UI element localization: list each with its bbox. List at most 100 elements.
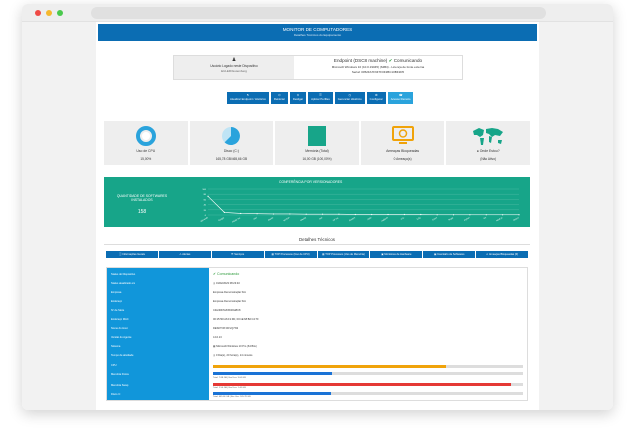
detail-value: DESKTOP-R1VQ7N3 bbox=[213, 327, 239, 330]
tab-software-inventory-label: Inventário de Softwares bbox=[437, 253, 465, 256]
detail-key: Versão do Agente bbox=[111, 336, 132, 339]
detail-value: 00:15:5D:A6:F1:9D, 00:1E:68:B2:C4:7F bbox=[213, 318, 259, 321]
tab-top-memory-label: TOP Processos (Uso de Memória) bbox=[325, 253, 365, 256]
chart-series-line bbox=[207, 196, 519, 216]
minimize-window-button[interactable] bbox=[46, 10, 52, 16]
history-button-label: Gerenciar Histórico bbox=[337, 97, 362, 101]
disk-tile-value: 165,78 GB/465,66 GB bbox=[215, 157, 248, 161]
tab-software-inventory[interactable]: ▣ Inventário de Softwares bbox=[423, 251, 476, 258]
usage-bar: 75% bbox=[213, 364, 523, 368]
memory-tile: Memória (Total) 16,00 GB (100,00%) bbox=[275, 121, 359, 165]
details-heading: Detalhes Técnicos bbox=[104, 237, 530, 245]
usage-bar-percent: 96% bbox=[358, 382, 363, 384]
page-title: MONITOR DE COMPUTADORES bbox=[282, 27, 353, 32]
detail-key: Empresa bbox=[111, 291, 122, 294]
device-name-line: Endpoint (DSC8 machine) ✔ Comunicando bbox=[294, 58, 462, 64]
restart-button[interactable]: ⏻ Reiniciar bbox=[270, 92, 288, 104]
usage-bar: 96% bbox=[213, 382, 523, 386]
usage-caption: Total: 465.66 GB | Em Uso: 165.78 GB bbox=[213, 396, 251, 398]
info-icon: ⓘ bbox=[118, 253, 122, 256]
detail-row: Nº de Série C4H3DNV2NW30H8C8 bbox=[107, 307, 527, 316]
browser-toolbar bbox=[22, 4, 613, 22]
content-area: MONITOR DE COMPUTADORES Detalhes Técnico… bbox=[96, 22, 539, 410]
tab-top-memory[interactable]: ▦ TOP Processos (Uso de Memória) bbox=[317, 251, 370, 258]
status-value: Comunicando bbox=[217, 272, 240, 276]
history-button[interactable]: ◷ Gerenciar Histórico bbox=[334, 92, 365, 104]
summary-tiles: Uso de CPU 15,00% Disco (C:) 165,78 GB/4… bbox=[104, 121, 530, 165]
refresh-button[interactable]: ↻ Atualizar Endpoint / Histórico bbox=[227, 92, 269, 104]
details-key-column bbox=[107, 268, 209, 400]
tab-general-info-label: Informações Gerais bbox=[122, 253, 145, 256]
usage-caption: Total: 7.88 GB | Em Uso: 3.04 GB bbox=[213, 377, 246, 379]
detail-key: Status do Dispositivo bbox=[111, 273, 136, 276]
memory-icon: ▦ bbox=[322, 253, 325, 256]
usage-caption: Total: 1.50 GB | Em Uso: 1.44 GB bbox=[213, 387, 246, 389]
software-count-value: 158 bbox=[137, 209, 147, 215]
detail-row: Sistema ▦ Microsoft Windows 10 Pro (64 B… bbox=[107, 343, 527, 352]
device-card: ♟ Usuário Logado neste Dispositivo EULER… bbox=[173, 55, 463, 80]
action-toolbar: ↻ Atualizar Endpoint / Histórico ⏻ Reini… bbox=[227, 92, 414, 104]
apply-profiles-button[interactable]: ☰ Aplicar Perfiles bbox=[308, 92, 333, 104]
tab-top-cpu[interactable]: ▦ TOP Processos (Uso de CPU) bbox=[264, 251, 317, 258]
history-icon: ◷ bbox=[348, 93, 351, 97]
refresh-icon: ↻ bbox=[246, 93, 250, 97]
usage-bar-percent: 38% bbox=[269, 371, 274, 373]
location-tile-value: (Não Ativo) bbox=[480, 157, 497, 161]
usage-bar-fill bbox=[213, 383, 511, 386]
remote-access-button[interactable]: ☎ Acesso Remoto bbox=[387, 92, 414, 104]
usage-bar: 38% bbox=[213, 391, 523, 395]
chart-point bbox=[387, 213, 389, 216]
page-background: MONITOR DE COMPUTADORES Detalhes Técnico… bbox=[22, 22, 613, 410]
detail-row: Versão do Agente 4.10.13 bbox=[107, 334, 527, 343]
tab-general-info[interactable]: ⓘ Informações Gerais bbox=[106, 251, 158, 258]
chart-x-tick-label: Oracle bbox=[268, 217, 275, 222]
disk-tile: Disco (C:) 165,78 GB/465,66 GB bbox=[189, 121, 274, 165]
settings-button[interactable]: ⚙ Configurar bbox=[366, 92, 386, 104]
monitor-icon: ▣ bbox=[381, 253, 384, 256]
pin-icon: ● bbox=[476, 149, 479, 153]
close-window-button[interactable] bbox=[35, 10, 41, 16]
detail-key: Status atualizado em bbox=[111, 282, 136, 285]
chart-x-tick-label: Others bbox=[513, 216, 520, 222]
disk-pie-icon bbox=[222, 127, 241, 145]
detail-key: Tempo de atividade bbox=[111, 354, 134, 357]
detail-value: 4.10.13 bbox=[213, 336, 222, 339]
chart-x-tick-label: NVIDIA bbox=[283, 216, 291, 222]
list-icon: ☰ bbox=[231, 253, 234, 256]
chart-x-tick-label: Zoom bbox=[432, 217, 438, 221]
location-tile-label: ● Onde Estou? bbox=[446, 149, 530, 153]
chart-x-tick-label: Python bbox=[463, 216, 470, 222]
tab-hardware-monitor[interactable]: ▣ Monitores de Hardware bbox=[370, 251, 423, 258]
usage-bar-fill bbox=[213, 392, 331, 395]
address-bar[interactable] bbox=[91, 7, 546, 19]
power-icon: ⏻ bbox=[296, 93, 300, 97]
detail-value: ◷ 01/02/2023 08:23:40 bbox=[213, 282, 240, 285]
shutdown-button[interactable]: ⏻ Desligar bbox=[289, 92, 307, 104]
chart-point bbox=[207, 195, 209, 197]
restart-button-label: Reiniciar bbox=[273, 97, 285, 101]
os-value: Microsoft Windows 10 Pro (64 Bits) bbox=[216, 345, 257, 348]
maximize-window-button[interactable] bbox=[57, 10, 63, 16]
cpu-tile: Uso de CPU 15,00% bbox=[104, 121, 188, 165]
check-circle-icon: ✔ bbox=[388, 58, 393, 63]
detail-row: Endereço MAC 00:15:5D:A6:F1:9D, 00:1E:68… bbox=[107, 316, 527, 325]
chart-point bbox=[223, 211, 225, 213]
settings-button-label: Configurar bbox=[369, 97, 383, 101]
usage-key: Memória Física bbox=[111, 373, 129, 376]
detail-key: Endereço bbox=[111, 300, 123, 303]
chart-point bbox=[272, 213, 275, 215]
tab-services-label: Serviços bbox=[234, 253, 245, 256]
device-info-panel: Endpoint (DSC8 machine) ✔ Comunicando Mi… bbox=[294, 56, 462, 79]
chart-point bbox=[452, 214, 455, 216]
chart-point bbox=[321, 213, 324, 215]
page-header: MONITOR DE COMPUTADORES Detalhes Técnico… bbox=[98, 24, 537, 41]
tab-threats[interactable]: ⚠ Ameaças Bloqueadas (0) bbox=[476, 251, 528, 258]
usage-bar-fill bbox=[213, 372, 333, 375]
usage-row-disk-c: Disco C: bbox=[107, 391, 527, 400]
tab-alerts[interactable]: ⚠ Alertas bbox=[158, 251, 211, 258]
tab-services[interactable]: ☰ Serviços bbox=[211, 251, 264, 258]
chart-point bbox=[305, 213, 307, 215]
chart-x-tick-label: Intel bbox=[253, 216, 258, 221]
chart-x-tick-label: Google bbox=[218, 217, 225, 222]
